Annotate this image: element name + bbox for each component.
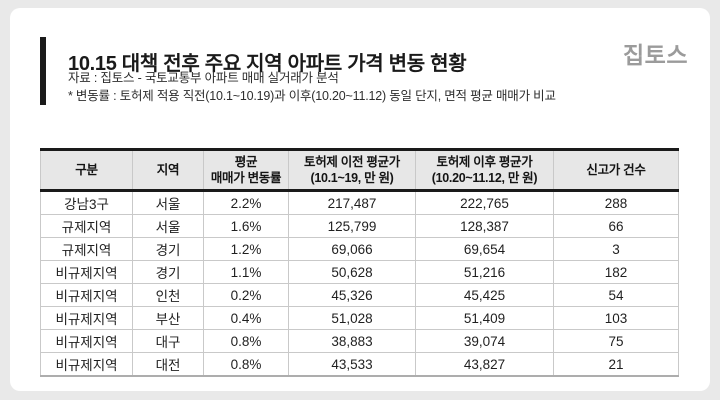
table-cell: 182 [553, 260, 679, 284]
table-cell: 서울 [132, 190, 204, 215]
table-cell: 대전 [132, 352, 204, 377]
title-accent-bar [40, 37, 46, 105]
table-cell: 21 [553, 352, 679, 377]
table-cell: 51,409 [415, 306, 554, 330]
column-header: 지역 [132, 148, 204, 192]
table-cell: 비규제지역 [40, 352, 133, 377]
brand-logo: 집토스 [623, 42, 688, 68]
table-row: 규제지역 경기 1.2% 69,066 69,654 3 [40, 237, 679, 261]
table-cell: 0.8% [203, 352, 289, 377]
table-cell: 217,487 [288, 190, 416, 215]
table-cell: 54 [553, 283, 679, 307]
method-note: * 변동률 : 토허제 적용 직전(10.1~10.19)과 이후(10.20~… [68, 89, 556, 103]
table-cell: 51,028 [288, 306, 416, 330]
table-row: 비규제지역 부산 0.4% 51,028 51,409 103 [40, 306, 679, 330]
column-header: 토허제 이전 평균가 (10.1~19, 만 원) [288, 148, 416, 192]
table-row: 비규제지역 대구 0.8% 38,883 39,074 75 [40, 329, 679, 353]
table-cell: 규제지역 [40, 214, 133, 238]
table-row: 강남3구 서울 2.2% 217,487 222,765 288 [40, 190, 679, 215]
table-row: 비규제지역 인천 0.2% 45,326 45,425 54 [40, 283, 679, 307]
table-cell: 69,066 [288, 237, 416, 261]
column-header: 토허제 이후 평균가 (10.20~11.12, 만 원) [415, 148, 554, 192]
table-cell: 1.6% [203, 214, 289, 238]
table-cell: 0.8% [203, 329, 289, 353]
table-cell: 1.1% [203, 260, 289, 284]
column-header: 신고가 건수 [553, 148, 679, 192]
table-row: 비규제지역 경기 1.1% 50,628 51,216 182 [40, 260, 679, 284]
source-note: 자료 : 집토스 - 국토교통부 아파트 매매 실거래가 분석 [68, 71, 339, 85]
table-cell: 비규제지역 [40, 306, 133, 330]
table-cell: 45,425 [415, 283, 554, 307]
table-cell: 부산 [132, 306, 204, 330]
table-cell: 강남3구 [40, 190, 133, 215]
table-cell: 43,827 [415, 352, 554, 377]
column-header: 구분 [40, 148, 133, 192]
table-cell: 3 [553, 237, 679, 261]
table-header: 구분 지역 평균 매매가 변동률 토허제 이전 평균가 (10.1~19, 만 원) 토허제… [40, 148, 679, 192]
table-cell: 대구 [132, 329, 204, 353]
table-header-row: 구분 지역 평균 매매가 변동률 토허제 이전 평균가 (10.1~19, 만 원) 토허제… [40, 148, 679, 192]
table-cell: 43,533 [288, 352, 416, 377]
table-cell: 75 [553, 329, 679, 353]
table-cell: 222,765 [415, 190, 554, 215]
subtitle-block: 자료 : 집토스 - 국토교통부 아파트 매매 실거래가 분석 * 변동률 : … [68, 69, 694, 105]
table-cell: 규제지역 [40, 237, 133, 261]
table-cell: 경기 [132, 260, 204, 284]
table-cell: 125,799 [288, 214, 416, 238]
table-cell: 경기 [132, 237, 204, 261]
table-row: 규제지역 서울 1.6% 125,799 128,387 66 [40, 214, 679, 238]
table-cell: 288 [553, 190, 679, 215]
table-cell: 50,628 [288, 260, 416, 284]
table-cell: 0.4% [203, 306, 289, 330]
table-cell: 비규제지역 [40, 260, 133, 284]
table-cell: 69,654 [415, 237, 554, 261]
table-cell: 비규제지역 [40, 329, 133, 353]
table-cell: 103 [553, 306, 679, 330]
table-body: 강남3구 서울 2.2% 217,487 222,765 288 규제지역 서울 1.6% 125… [40, 190, 679, 377]
column-header: 평균 매매가 변동률 [203, 148, 289, 192]
table-cell: 비규제지역 [40, 283, 133, 307]
table-cell: 51,216 [415, 260, 554, 284]
table-cell: 128,387 [415, 214, 554, 238]
table-row: 비규제지역 대전 0.8% 43,533 43,827 21 [40, 352, 679, 377]
table-cell: 2.2% [203, 190, 289, 215]
table-cell: 45,326 [288, 283, 416, 307]
infographic-card: 10.15 대책 전후 주요 지역 아파트 가격 변동 현황 집토스 자료 : … [10, 8, 710, 391]
page-title: 10.15 대책 전후 주요 지역 아파트 가격 변동 현황 [68, 53, 467, 76]
table-cell: 39,074 [415, 329, 554, 353]
table-cell: 38,883 [288, 329, 416, 353]
table-cell: 0.2% [203, 283, 289, 307]
price-change-table: 구분 지역 평균 매매가 변동률 토허제 이전 평균가 (10.1~19, 만 원) 토허제… [40, 148, 679, 377]
table-cell: 66 [553, 214, 679, 238]
table-cell: 인천 [132, 283, 204, 307]
table-cell: 서울 [132, 214, 204, 238]
table-cell: 1.2% [203, 237, 289, 261]
